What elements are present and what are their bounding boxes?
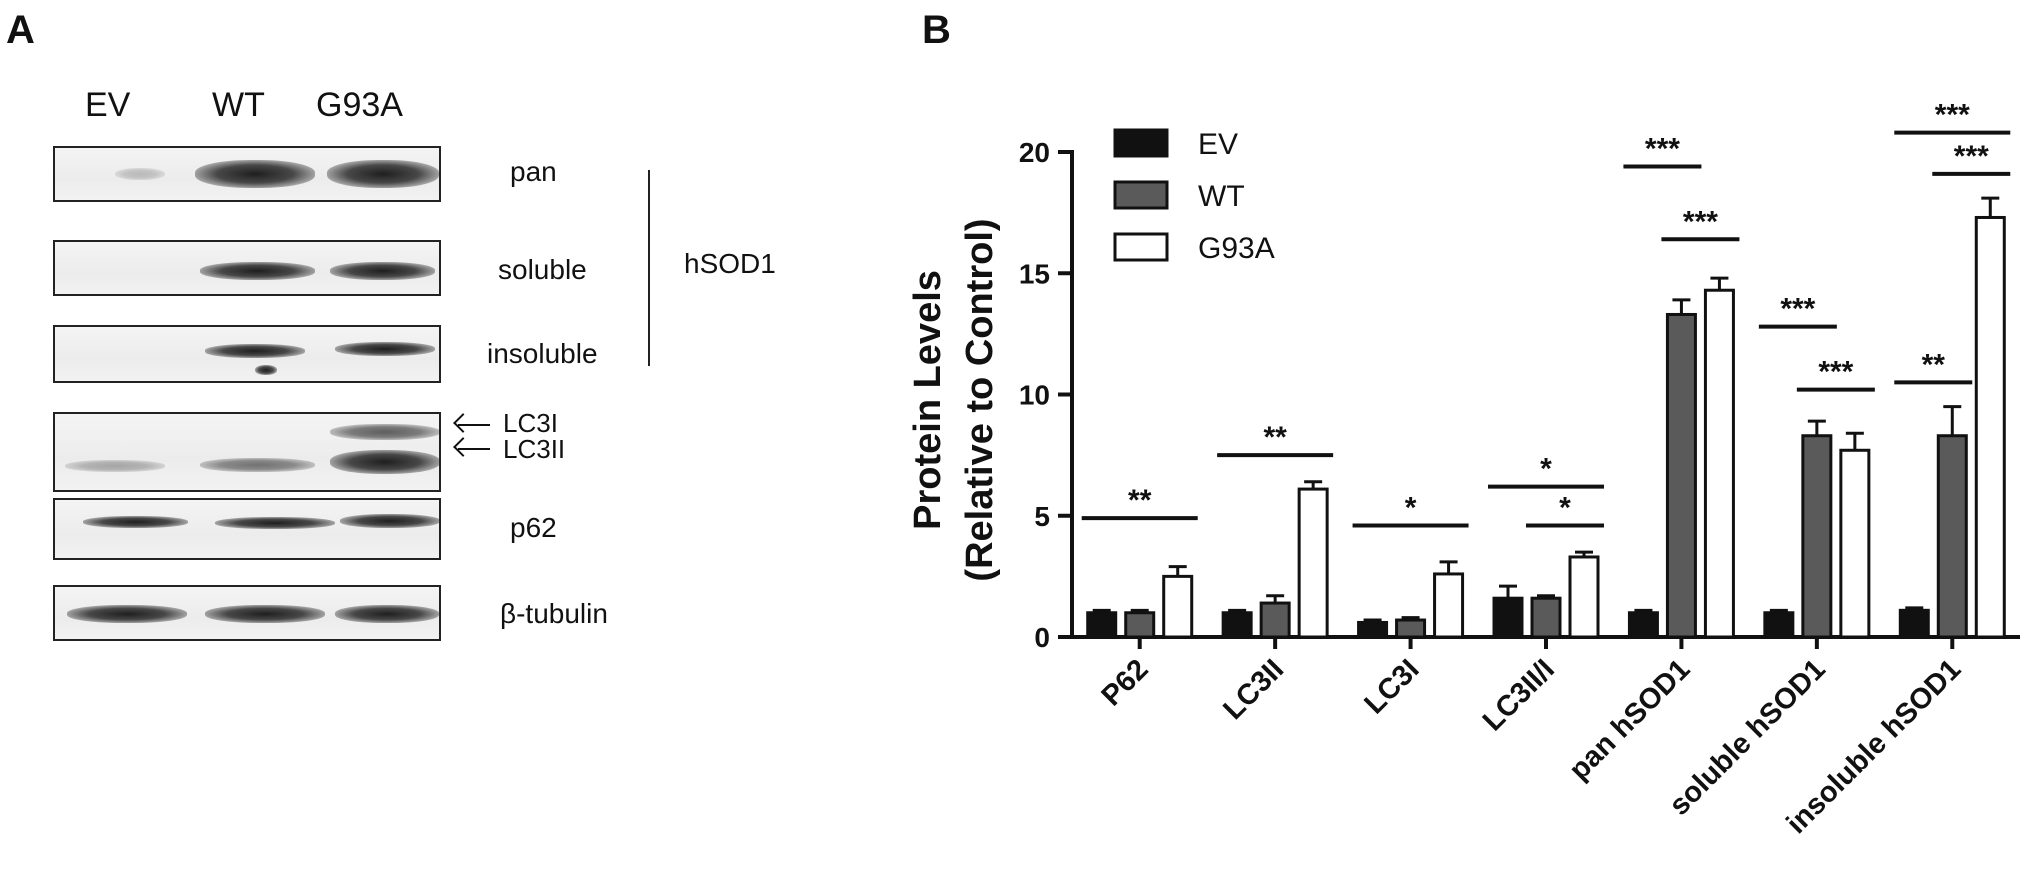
bar-g93a [1162, 574, 1194, 639]
panel-a-label: A [6, 8, 35, 52]
y-tick-label: 10 [1019, 380, 1050, 411]
blot-label-p62: p62 [510, 512, 557, 543]
bar-ev [1357, 620, 1389, 639]
legend-label-ev: EV [1198, 128, 1238, 161]
legend-swatch-ev [1113, 128, 1169, 158]
bar-ev [1763, 611, 1795, 639]
chart-bars [1086, 196, 2006, 639]
blot-pan [53, 146, 441, 202]
bar-g93a [1839, 448, 1871, 639]
bar-ev [1492, 596, 1524, 639]
bar-wt [1530, 596, 1562, 639]
bar-g93a [1297, 487, 1329, 639]
lane-label-ev: EV [85, 86, 131, 124]
y-axis-label-line2: (Relative to Control) [959, 218, 1001, 581]
significance-label: *** [1954, 140, 1989, 173]
significance-label: *** [1818, 356, 1853, 389]
y-tick-label: 5 [1034, 501, 1050, 532]
bar-g93a [1974, 215, 2006, 639]
bar-ev [1898, 608, 1930, 639]
significance-label: * [1540, 453, 1552, 486]
significance-label: ** [1128, 484, 1152, 517]
y-tick-label: 0 [1034, 622, 1050, 653]
bar-g93a [1568, 555, 1600, 639]
bar-g93a [1703, 288, 1735, 639]
bar-wt [1395, 618, 1427, 639]
significance-label: ** [1922, 348, 1946, 381]
lc3i-arrow-icon [458, 424, 490, 426]
x-tick-label: pan hSOD1 [1563, 653, 1696, 786]
lc3ii-arrow-icon [458, 448, 490, 450]
bar-wt [1665, 312, 1697, 639]
significance-label: *** [1683, 205, 1718, 238]
arrow-label-lc3ii: LC3II [503, 434, 566, 464]
x-tick-label: LC3II/I [1477, 653, 1561, 737]
significance-label: *** [1645, 133, 1680, 166]
blot-insoluble [53, 325, 441, 383]
arrow-label-lc3i: LC3I [503, 408, 558, 438]
hsod1-bracket-line [648, 170, 650, 366]
legend-label-wt: WT [1198, 180, 1245, 213]
x-tick-label: LC3II [1217, 653, 1290, 726]
significance-label: * [1559, 491, 1571, 524]
blot-label-beta-tubulin: β-tubulin [500, 598, 608, 629]
hsod1-group-label: hSOD1 [684, 248, 776, 279]
significance-label: *** [1780, 293, 1815, 326]
chart-significance: ******************* ******** [1081, 99, 2011, 528]
y-axis-label-line1: Protein Levels [907, 270, 949, 530]
blot-soluble [53, 240, 441, 296]
y-tick-label: 20 [1019, 137, 1050, 168]
blot-lc3 [53, 412, 441, 492]
bar-wt [1936, 434, 1968, 639]
bar-wt [1801, 434, 1833, 639]
chart-legend: EV WT G93A [1113, 128, 1275, 265]
blot-label-soluble: soluble [498, 254, 587, 285]
blot-label-insoluble: insoluble [487, 338, 598, 369]
x-tick-label: P62 [1096, 653, 1155, 712]
bar-g93a [1433, 572, 1465, 639]
blot-p62 [53, 498, 441, 560]
blot-label-pan: pan [510, 156, 557, 187]
bar-ev [1627, 611, 1659, 639]
significance-label: * [1405, 491, 1417, 524]
lane-label-wt: WT [212, 86, 265, 124]
bar-ev [1086, 611, 1118, 639]
lane-label-g93a: G93A [316, 86, 403, 124]
x-tick-label: LC3I [1358, 653, 1425, 720]
significance-label: *** [1935, 99, 1970, 132]
bar-wt [1124, 611, 1156, 639]
y-tick-label: 15 [1019, 258, 1050, 289]
legend-swatch-g93a [1113, 232, 1169, 262]
bar-wt [1259, 601, 1291, 639]
blot-beta-tubulin [53, 585, 441, 641]
panel-b-label: B [922, 8, 951, 52]
significance-label: ** [1263, 421, 1287, 454]
bar-ev [1221, 611, 1253, 639]
legend-swatch-wt [1113, 180, 1169, 210]
legend-label-g93a: G93A [1198, 232, 1275, 265]
